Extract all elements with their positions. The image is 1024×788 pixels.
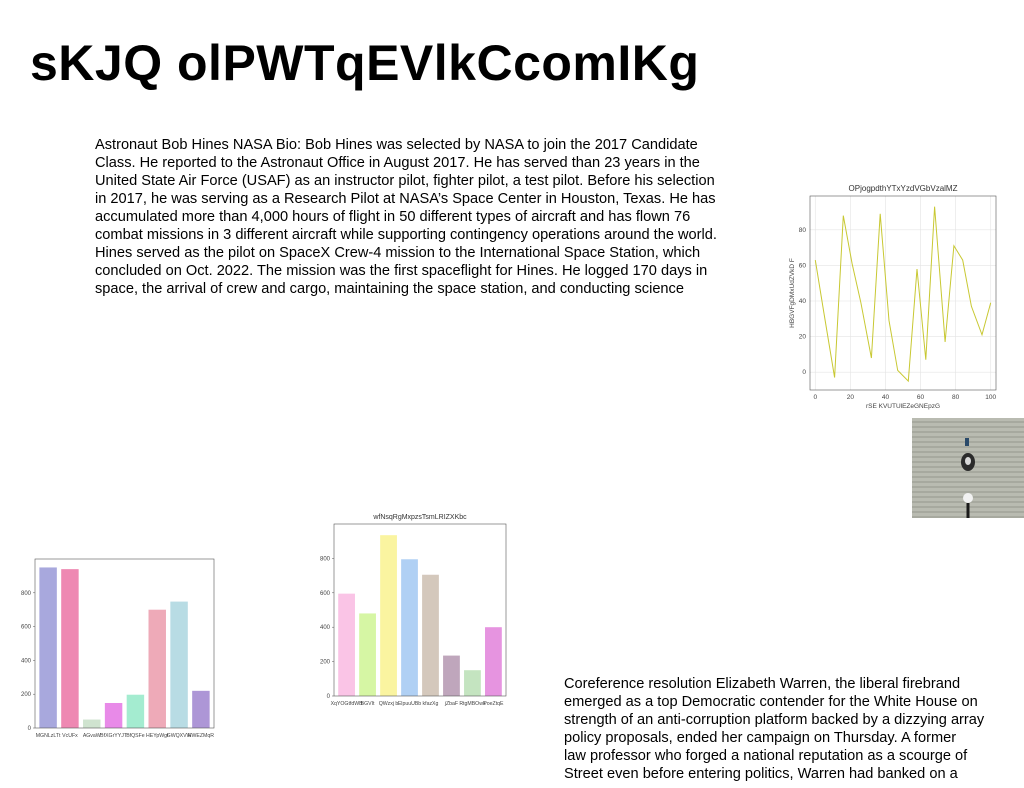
y-tick-label: 400: [21, 658, 32, 664]
line-chart: OPjogpdthYTxYzdVGbVzalMZ 0 20 40 60 80 100 0 20 4…: [789, 184, 997, 410]
x-tick-label: HWEZMqR: [188, 733, 214, 739]
bar: [61, 569, 79, 728]
bar-chart-left: 0 200 400 600 800 MGNLzLTt VcUFx AGvaW BfXGrYYJT…: [21, 558, 215, 739]
chart-title: OPjogpdthYTxYzdVGbVzalMZ: [849, 184, 958, 193]
y-tick-label: 80: [799, 227, 807, 234]
x-tick-label: 40: [882, 394, 890, 401]
y-tick-label: 800: [320, 556, 331, 562]
x-tick-label: XqYOGtfdWB: [331, 701, 364, 707]
y-tick-label: 200: [21, 692, 32, 698]
x-tick-label: ElpuuUBb: [398, 701, 421, 707]
news-line: emerged as a top Democratic contender fo…: [564, 694, 978, 710]
bar: [104, 702, 123, 728]
y-tick-label: 40: [799, 298, 807, 305]
bar: [148, 609, 166, 728]
photo-image: [912, 418, 1024, 518]
y-tick-label: 20: [799, 334, 807, 341]
bar: [485, 627, 502, 696]
bar: [359, 613, 376, 696]
bar: [380, 535, 397, 696]
page-title: sKJQ olPWTqEVlkCcomIKg: [30, 35, 700, 91]
data-line: [814, 206, 992, 383]
x-tick-label: 80: [952, 394, 960, 401]
news-line: policy proposals, ended her campaign on …: [564, 730, 957, 746]
x-tick-label: BfQSFe: [126, 733, 145, 739]
plot-frame: [34, 558, 215, 729]
x-axis-label: rSE KVUTUlEZeGNEpzG: [866, 403, 940, 410]
bar: [422, 574, 439, 696]
bar: [126, 694, 145, 728]
bar: [338, 593, 355, 696]
y-tick-label: 0: [28, 726, 32, 732]
y-tick-label: 60: [799, 262, 807, 269]
news-line: law professor who forged a national repu…: [564, 748, 968, 764]
bar: [192, 690, 210, 728]
x-tick-label: jZbaF: [444, 701, 458, 707]
chart-title: wfNsqRgMxpzsTsmLRIZXKbc: [372, 514, 467, 521]
y-axis-label: HBGVFgDMxUdZVkD F: [789, 258, 796, 328]
x-tick-label: VcUFx: [62, 733, 78, 739]
x-tick-label: 0: [813, 394, 817, 401]
x-tick-label: RtgMBOwk: [459, 701, 486, 707]
bar: [464, 670, 481, 696]
bar: [83, 719, 101, 728]
bar-chart-middle: wfNsqRgMxpzsTsmLRIZXKbc 0 200 400 600 800 XqYO…: [320, 514, 507, 707]
x-tick-label: BfXGrYYJT: [100, 733, 128, 739]
plot-frame: [333, 523, 507, 697]
x-tick-label: HEYpWgf: [146, 733, 169, 739]
bar: [401, 559, 418, 696]
x-tick-label: kfazXg: [423, 701, 439, 707]
y-tick-label: 800: [21, 591, 32, 597]
news-line: Coreference resolution Elizabeth Warren,…: [564, 676, 961, 692]
y-tick-label: 600: [21, 625, 32, 631]
bar: [443, 655, 460, 696]
news-line: Street even before entering politics, Wa…: [564, 766, 958, 782]
x-tick-label: PoeZtqE: [483, 701, 504, 707]
y-tick-label: 600: [320, 591, 331, 597]
x-tick-label: BGVIt: [361, 701, 375, 707]
bio-paragraph: Astronaut Bob Hines NASA Bio: Bob Hines …: [95, 137, 717, 297]
news-line: strength of an anti-corruption platform …: [564, 712, 985, 728]
y-tick-label: 200: [320, 660, 331, 666]
plot-frame: [809, 195, 997, 391]
x-tick-label: 100: [985, 394, 996, 401]
x-tick-label: MGNLzLTt: [36, 733, 61, 739]
bar: [39, 567, 57, 728]
bar: [170, 601, 188, 728]
x-tick-label: 20: [847, 394, 855, 401]
y-tick-label: 400: [320, 625, 331, 631]
x-tick-label: AGvaW: [83, 733, 101, 739]
y-tick-label: 0: [327, 694, 331, 700]
x-tick-label: GWQXVW: [167, 733, 192, 739]
photo-graphic: [961, 438, 975, 518]
news-paragraph: Coreference resolution Elizabeth Warren,…: [564, 675, 1024, 783]
y-tick-label: 0: [802, 369, 806, 376]
x-tick-label: QWzxj b: [379, 701, 399, 707]
x-tick-label: 60: [917, 394, 925, 401]
